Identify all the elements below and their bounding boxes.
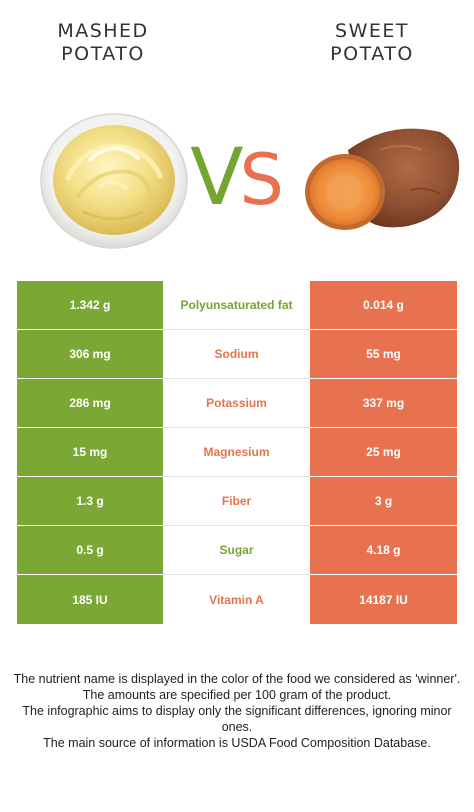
footnote: The nutrient name is displayed in the co… <box>10 671 464 751</box>
nutrient-name: Potassium <box>163 379 310 428</box>
mashed-potato-value: 15 mg <box>17 428 163 477</box>
mashed-potato-value: 306 mg <box>17 330 163 379</box>
sweet-potato-value: 4.18 g <box>310 526 457 575</box>
footnote-line: The infographic aims to display only the… <box>22 704 452 734</box>
mashed-potato-value: 1.3 g <box>17 477 163 526</box>
mashed-potato-value: 0.5 g <box>17 526 163 575</box>
food-title-right-line1: SWEET <box>335 20 409 42</box>
mashed-potato-value: 286 mg <box>17 379 163 428</box>
nutrient-comparison-table: 1.342 g Polyunsaturated fat 0.014 g 306 … <box>17 281 457 624</box>
table-row: 0.5 g Sugar 4.18 g <box>17 526 457 575</box>
table-row: 15 mg Magnesium 25 mg <box>17 428 457 477</box>
vs-letter-v: V <box>190 133 243 223</box>
table-row: 1.3 g Fiber 3 g <box>17 477 457 526</box>
food-title-left-line2: POTATO <box>61 43 145 65</box>
vs-letter-s: S <box>239 139 284 221</box>
sweet-potato-value: 25 mg <box>310 428 457 477</box>
food-title-right-line2: POTATO <box>330 43 414 65</box>
table-row: 306 mg Sodium 55 mg <box>17 330 457 379</box>
mashed-potato-image <box>38 108 190 250</box>
sweet-potato-value: 0.014 g <box>310 281 457 330</box>
footnote-line: The main source of information is USDA F… <box>43 736 431 750</box>
sweet-potato-image <box>300 120 462 238</box>
food-title-right: SWEET POTATO <box>287 20 457 66</box>
nutrient-name: Magnesium <box>163 428 310 477</box>
sweet-potato-value: 3 g <box>310 477 457 526</box>
sweet-potato-value: 55 mg <box>310 330 457 379</box>
mashed-potato-value: 185 IU <box>17 575 163 624</box>
food-title-left: MASHED POTATO <box>18 20 188 66</box>
food-title-left-line1: MASHED <box>57 20 149 42</box>
nutrient-name: Polyunsaturated fat <box>163 281 310 330</box>
nutrient-name: Sugar <box>163 526 310 575</box>
sweet-potato-value: 14187 IU <box>310 575 457 624</box>
footnote-line: The nutrient name is displayed in the co… <box>13 672 461 686</box>
table-row: 185 IU Vitamin A 14187 IU <box>17 575 457 624</box>
nutrient-name: Vitamin A <box>163 575 310 624</box>
vs-label: VS <box>187 138 287 221</box>
table-row: 1.342 g Polyunsaturated fat 0.014 g <box>17 281 457 330</box>
sweet-potato-value: 337 mg <box>310 379 457 428</box>
footnote-line: The amounts are specified per 100 gram o… <box>82 688 392 702</box>
nutrient-name: Sodium <box>163 330 310 379</box>
mashed-potato-value: 1.342 g <box>17 281 163 330</box>
nutrient-name: Fiber <box>163 477 310 526</box>
table-row: 286 mg Potassium 337 mg <box>17 379 457 428</box>
